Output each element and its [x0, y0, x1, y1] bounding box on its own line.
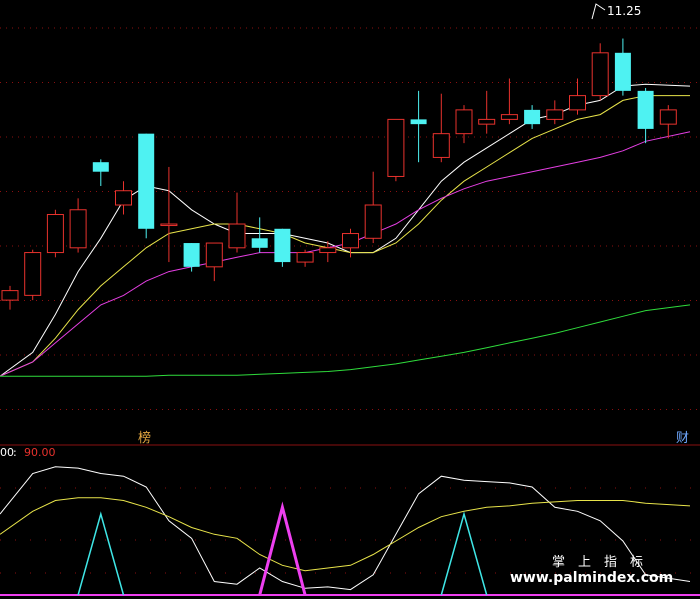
candle-body [432, 133, 450, 158]
ma-line-4 [0, 304, 691, 377]
candle-body [205, 242, 223, 268]
candles [1, 38, 677, 310]
cyan-spike [77, 511, 125, 596]
candle [160, 166, 178, 263]
candle [591, 43, 609, 101]
candle-body [138, 133, 155, 229]
candle-body [251, 238, 268, 248]
candle-body [524, 109, 541, 125]
candle [46, 209, 64, 258]
candle-body [69, 209, 87, 249]
candle-body [92, 162, 109, 172]
indicator-header: 00 : 90.00 [0, 446, 56, 459]
candle [569, 78, 586, 115]
indicator-sep: : [13, 446, 17, 459]
moving-averages [0, 83, 691, 377]
candle [251, 217, 268, 253]
candle-body [319, 247, 337, 254]
candle [138, 133, 155, 239]
candle [296, 249, 314, 267]
peak-flag-icon [591, 3, 606, 20]
candle [500, 78, 518, 125]
candle-body [591, 52, 609, 97]
candle [69, 198, 87, 253]
candle [524, 105, 541, 129]
candle-body [614, 52, 631, 91]
candle [364, 171, 382, 244]
candle-body [183, 243, 200, 267]
candle [659, 105, 677, 139]
candle [342, 228, 359, 258]
candle [205, 242, 223, 282]
candle-body [410, 119, 427, 125]
peak-marker: 11.25 [591, 3, 641, 20]
candle-body [478, 118, 496, 125]
candle [432, 93, 450, 163]
cyan-spike [440, 511, 488, 596]
candle [183, 243, 200, 272]
watermark-char-4: 标 [630, 555, 643, 570]
candle-body [364, 204, 382, 239]
indicator-prefix: 00 [0, 446, 14, 459]
indicator-level: 90.00 [24, 446, 56, 459]
candle [274, 228, 291, 267]
badge-cai: 财 [676, 431, 689, 446]
candle [614, 38, 631, 96]
watermark-char-2: 上 [578, 555, 591, 570]
candle [478, 90, 496, 134]
indicator-white-line [0, 466, 691, 591]
watermark: 掌 上 指 标 www.palmindex.com [510, 555, 673, 586]
candle [24, 249, 42, 301]
ma-line-2 [0, 95, 690, 377]
candle-body [455, 109, 473, 135]
indicator-lines [0, 466, 700, 596]
candle-body [342, 233, 359, 249]
candle-body [228, 223, 246, 249]
candle-body [296, 252, 314, 263]
candle [546, 100, 564, 125]
peak-label: 11.25 [607, 4, 641, 18]
ma-line-3 [0, 131, 691, 377]
candle [319, 241, 337, 263]
badges: 榜 财 [138, 430, 689, 446]
candle-body [387, 118, 405, 177]
candle [228, 192, 246, 253]
candle-body [160, 223, 178, 227]
badge-bang: 榜 [138, 430, 151, 446]
candle-body [500, 114, 518, 120]
candle [637, 88, 654, 144]
candle-body [46, 214, 64, 254]
candle [1, 285, 19, 310]
candle-body [1, 290, 19, 301]
candle-body [115, 190, 132, 206]
candle-body [24, 252, 42, 296]
candle-body [569, 95, 586, 111]
candle-body [274, 228, 291, 263]
candle-body [546, 109, 564, 120]
candle [455, 105, 473, 144]
candle [92, 159, 109, 186]
candle-body [637, 90, 654, 129]
watermark-char-1: 掌 [552, 555, 565, 570]
candle [387, 118, 405, 182]
watermark-char-3: 指 [604, 555, 617, 570]
ma-line-1 [0, 83, 691, 377]
magenta-spike [258, 501, 307, 596]
candle [115, 181, 132, 215]
candle [410, 90, 427, 163]
watermark-url: www.palmindex.com [510, 570, 673, 586]
candle-body [659, 109, 677, 125]
indicator-yellow-line [0, 497, 691, 572]
